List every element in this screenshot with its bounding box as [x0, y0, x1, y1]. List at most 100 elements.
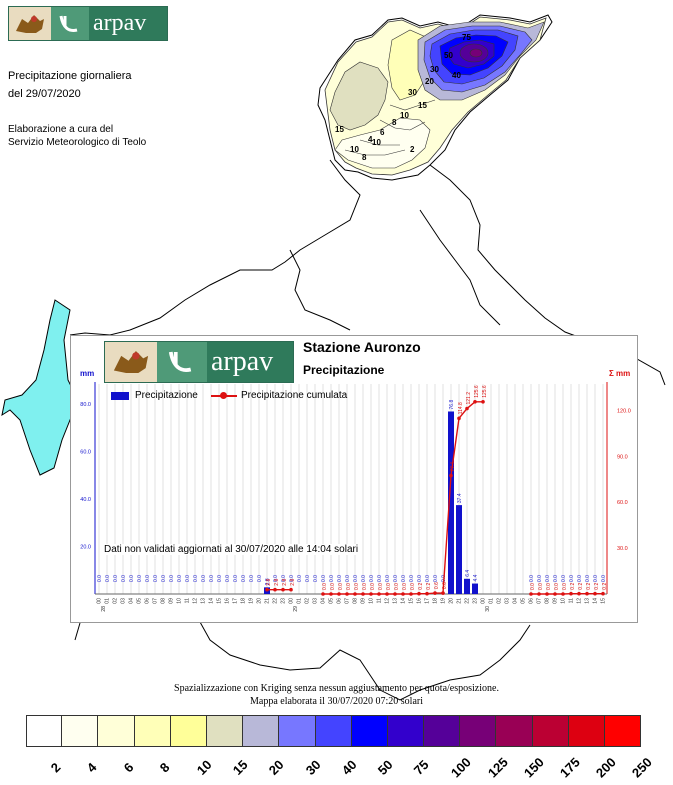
contour-label: 10 [372, 138, 381, 147]
bar-value-label: 0.0 [409, 575, 415, 582]
color-scale-cell [315, 715, 352, 747]
cumulative-value-label: 2.8 [266, 579, 272, 586]
bar-value-label: 0.0 [377, 575, 383, 582]
x-tick-label: 15 [601, 598, 607, 604]
x-tick-label: 19 [441, 598, 447, 604]
bar-value-label: 0.0 [569, 575, 575, 582]
bar-value-label: 0.0 [257, 575, 263, 582]
x-tick-label: 18 [433, 598, 439, 604]
x-tick-label: 11 [569, 598, 575, 603]
bar-value-label: 0.0 [129, 575, 135, 582]
y-tick-label: 80.0 [80, 402, 91, 408]
cumulative-value-label: 114.8 [458, 402, 464, 414]
x-tick-label: 22 [273, 598, 279, 604]
x-tick-label: 02 [497, 598, 503, 604]
bar-value-label: 0.0 [249, 575, 255, 582]
bar-value-label: 4.4 [473, 574, 479, 581]
x-tick-label: 22 [465, 598, 471, 604]
x-tick-label: 09 [553, 598, 559, 604]
bar-value-label: 0.0 [193, 575, 199, 582]
cumulative-value-label: 0.0 [338, 583, 344, 590]
x-tick-label: 05 [329, 598, 335, 604]
cumulative-value-label: 0.2 [586, 583, 592, 590]
y-tick-label: 60.0 [80, 449, 91, 455]
x-tick-label: 23 [281, 598, 287, 604]
precipitation-color-scale [26, 715, 642, 747]
bar-value-label: 0.0 [321, 575, 327, 582]
bar-value-label: 76.8 [449, 400, 455, 410]
bar-value-label: 0.0 [585, 575, 591, 582]
contour-label: 75 [462, 33, 471, 42]
y2-tick-label: 90.0 [617, 454, 628, 460]
arpav-wordmark: arpav [89, 7, 167, 40]
x-tick-label: 16 [417, 598, 423, 604]
x-tick-label: 17 [425, 598, 431, 604]
contour-lines [344, 99, 436, 156]
region-outline-south [69, 159, 666, 701]
cumulative-value-label: 125.6 [482, 385, 488, 398]
color-scale-cell [605, 715, 642, 747]
bar-value-label: 0.0 [577, 575, 583, 582]
contour-label: 20 [425, 77, 434, 86]
cumulative-value-label: 0.2 [602, 583, 608, 590]
precip-bar [472, 583, 478, 594]
bar-value-label: 0.0 [337, 575, 343, 582]
bar-value-label: 0.0 [225, 575, 231, 582]
color-scale-cell [424, 715, 461, 747]
cumulative-value-label: 0.2 [418, 583, 424, 590]
x-tick-label: 00 [481, 598, 487, 604]
y-tick-label: 40.0 [80, 497, 91, 503]
x-tick-label: 10 [369, 598, 375, 604]
cumulative-value-label: 0.0 [394, 583, 400, 590]
cumulative-value-label: 0.0 [346, 583, 352, 590]
x-tick-label: 04 [513, 598, 519, 604]
chart-arpav-symbol-icon [157, 342, 207, 382]
bar-value-label: 0.0 [561, 575, 567, 582]
y2-tick-label: 30.0 [617, 546, 628, 552]
legend-line-marker [220, 392, 227, 399]
x-tick-label: 12 [193, 598, 199, 604]
x-tick-label: 21 [265, 598, 271, 604]
cumulative-value-label: 0.0 [554, 583, 560, 590]
x-tick-label: 20 [257, 598, 263, 604]
x-tick-label: 11 [185, 598, 191, 603]
contour-label: 8 [392, 118, 397, 127]
x-tick-label: 04 [321, 598, 327, 604]
cumulative-value-label: 121.2 [466, 392, 472, 405]
x-tick-label: 08 [353, 598, 359, 604]
arpav-logo: arpav [8, 6, 168, 41]
cumulative-value-label: 0.0 [538, 583, 544, 590]
cumulative-value-label: 0.2 [578, 583, 584, 590]
x-tick-label: 13 [585, 598, 591, 604]
precip-bar [464, 578, 470, 594]
contour-label: 2 [410, 145, 415, 154]
x-tick-label: 05 [137, 598, 143, 604]
credit-line-1: Elaborazione a cura del [8, 124, 114, 135]
color-scale-cell [62, 715, 99, 747]
cumulative-value-label: 0.0 [562, 583, 568, 590]
bar-value-label: 0.0 [601, 575, 607, 582]
bar-value-label: 0.0 [137, 575, 143, 582]
bar-value-label: 2.8 [265, 578, 271, 585]
bar-value-label: 0.0 [105, 575, 111, 582]
bar-value-label: 0.0 [393, 575, 399, 582]
cumulative-value-label: 0.0 [410, 583, 416, 590]
x-tick-label: 16 [225, 598, 231, 604]
arpav-symbol-icon [51, 7, 89, 40]
bar-value-label: 0.0 [545, 575, 551, 582]
bar-value-label: 0.0 [169, 575, 175, 582]
y2-tick-label: 60.0 [617, 500, 628, 506]
bar-value-label: 0.0 [593, 575, 599, 582]
precip-bar [456, 505, 462, 594]
color-scale-cell [98, 715, 135, 747]
lion-emblem-icon [9, 7, 51, 40]
bar-value-label: 0.0 [433, 575, 439, 582]
left-axis-unit: mm [80, 369, 95, 378]
bar-value-label: 0.0 [313, 575, 319, 582]
data-notice: Dati non validati aggiornati al 30/07/20… [103, 544, 360, 555]
x-tick-label: 17 [233, 598, 239, 604]
color-scale-cell [243, 715, 280, 747]
x-tick-label: 01 [297, 598, 303, 604]
color-scale-cell [387, 715, 425, 747]
